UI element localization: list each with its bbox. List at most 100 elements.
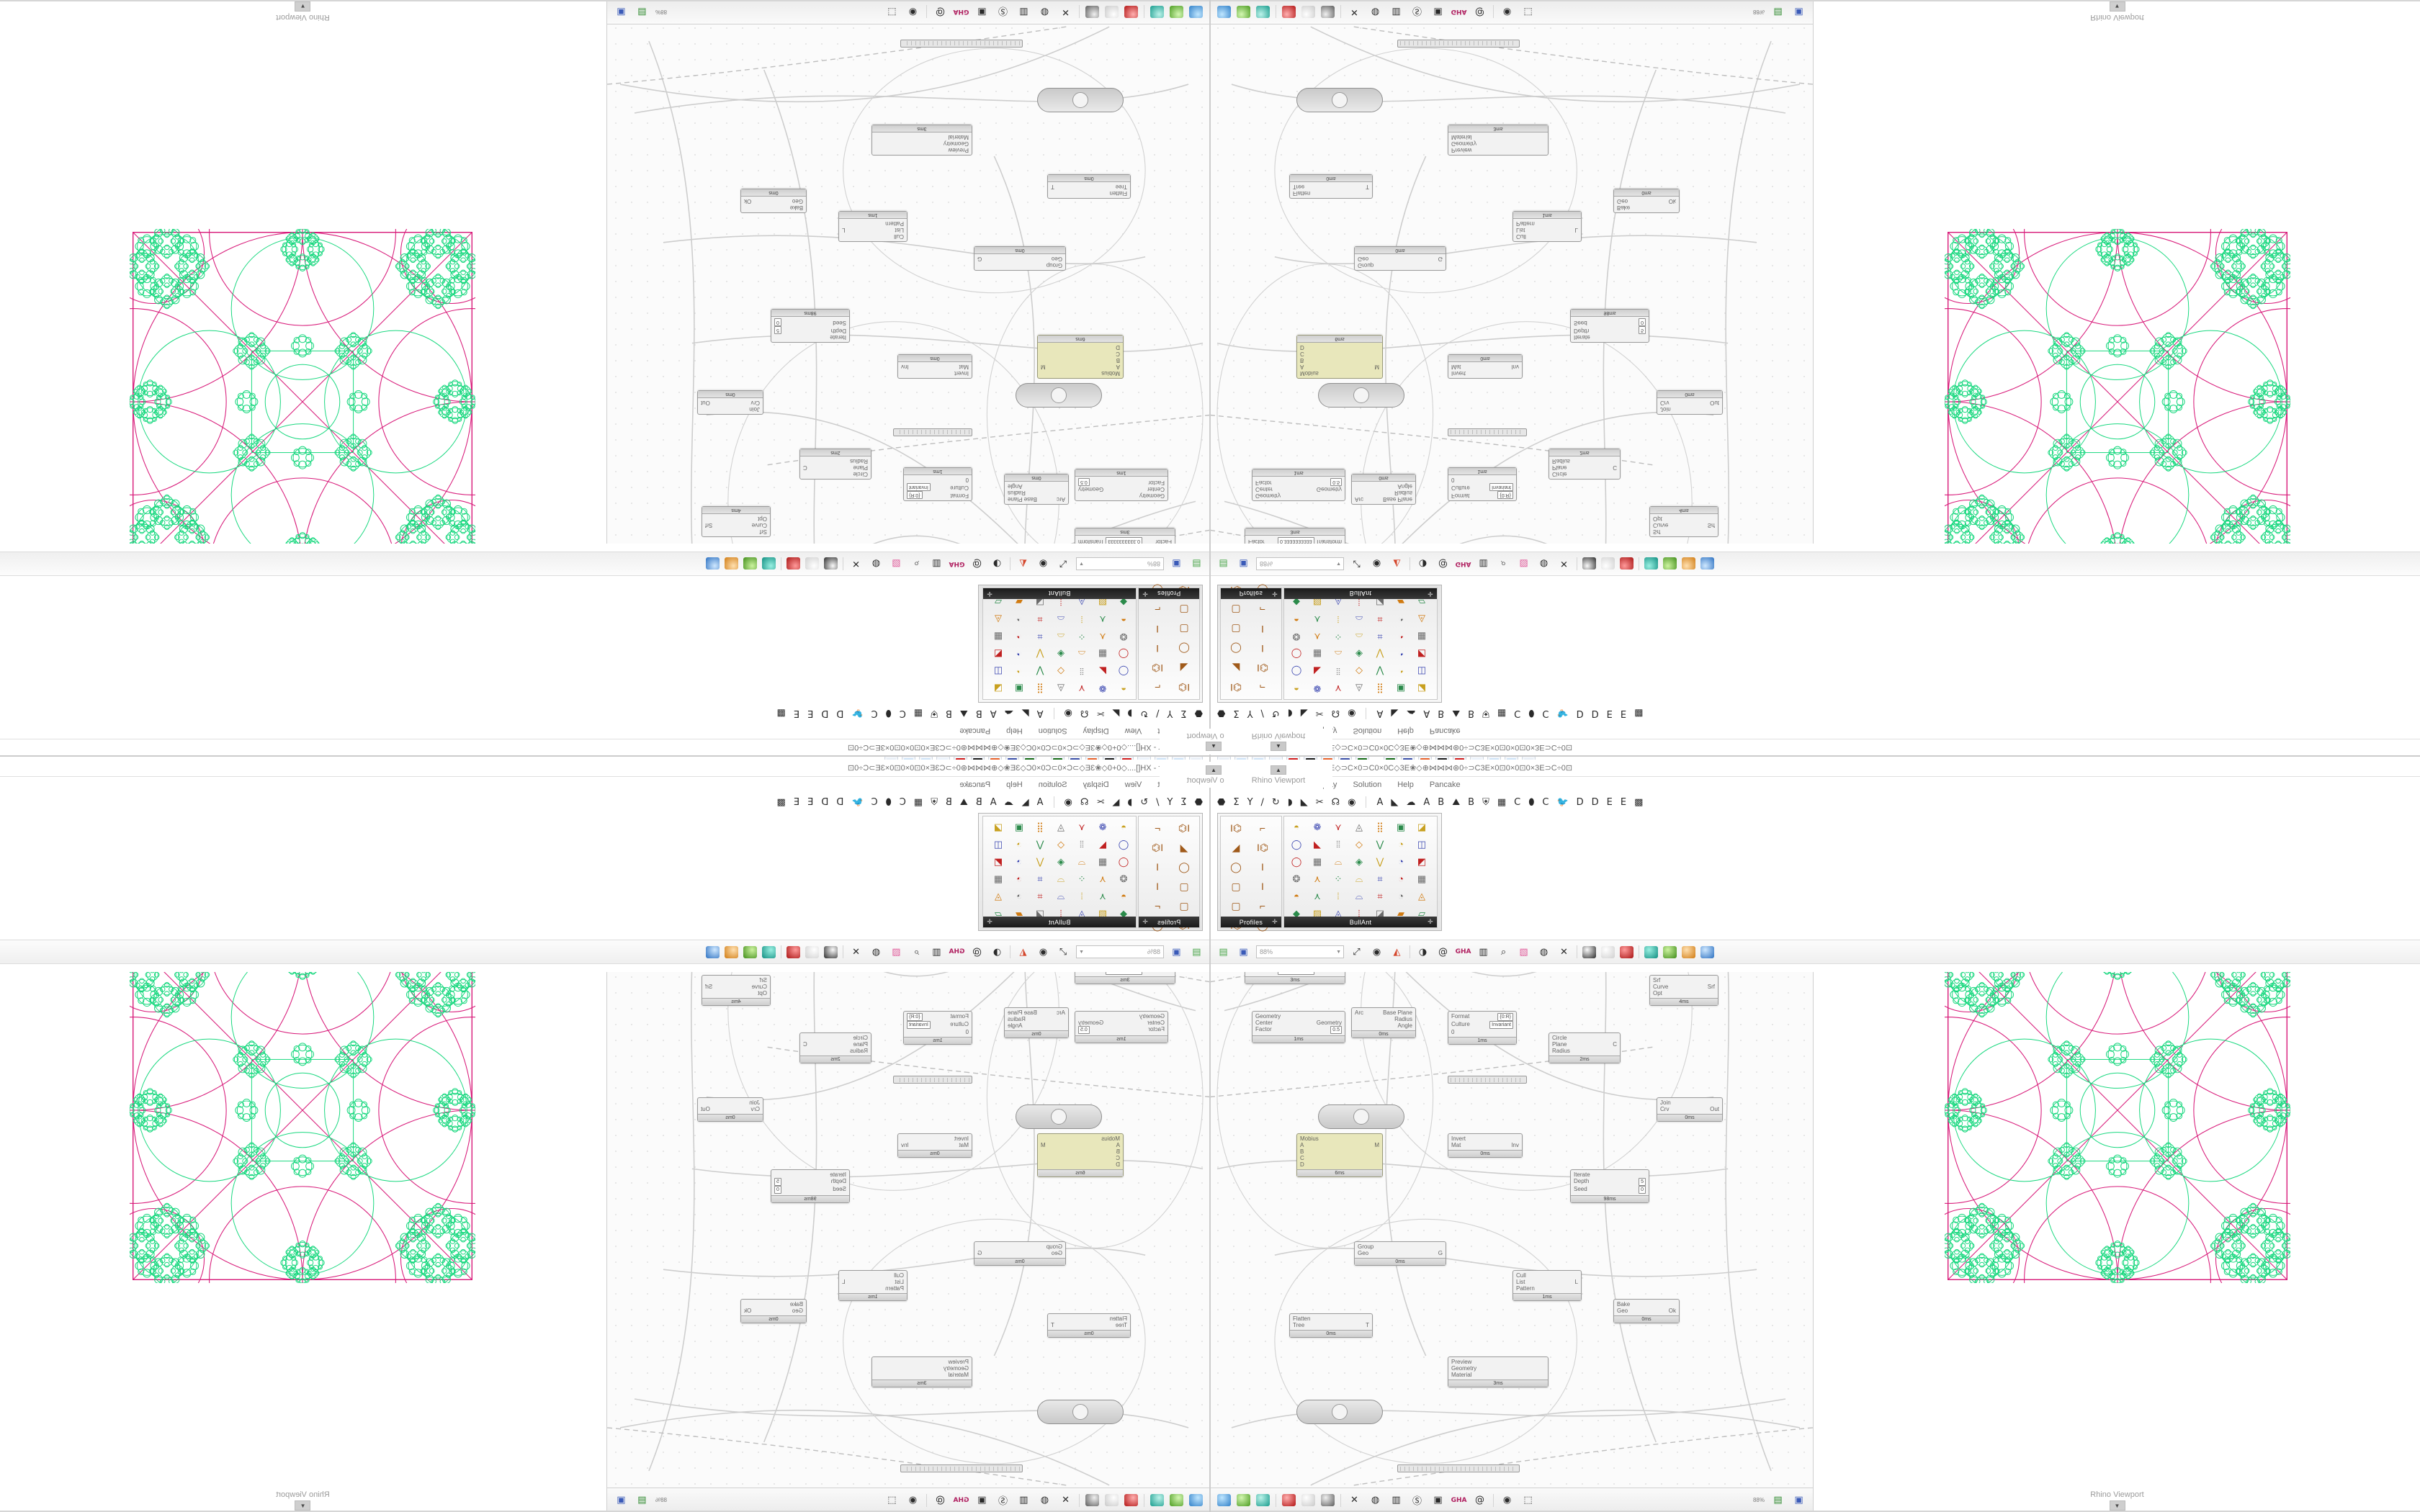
- new-file-icon[interactable]: ▤: [1192, 558, 1201, 570]
- gh-component-row[interactable]: D: [1300, 344, 1304, 351]
- palette-item-bullant-34[interactable]: ◬: [995, 614, 1002, 626]
- tab-c-1[interactable]: C: [899, 796, 906, 808]
- gh-component-row[interactable]: C: [1300, 351, 1304, 357]
- palette-bullant-column[interactable]: ◓ ❁ ⋎ ◬ ⣿ ▣ ◪ ◯ ◣ ⦙⦙ ◇ ⋁ ◔ ◫ ◯ ▦ ⌓ ◈ ⋁ ◔ ◩ ❂ ⋏ ⁘ ⌓ ⌗ ◔ ▦ ◓ ⋏ ⦙ ⌓ ⌗ ◔ ◬ ◆ ▨ ◬ ⦙…: [1283, 588, 1438, 700]
- tab-d-1[interactable]: D: [836, 708, 844, 719]
- palette-item-bullant-18[interactable]: ⋁: [1036, 855, 1044, 867]
- weave-icon[interactable]: ✕: [852, 558, 860, 570]
- gh-component-row[interactable]: Factor 0.5: [1078, 478, 1165, 486]
- shade-icon-grey[interactable]: [1321, 6, 1335, 18]
- new-file-icon[interactable]: ▤: [1219, 558, 1228, 570]
- gh-component-row[interactable]: Depth 5: [774, 1178, 846, 1186]
- viewport-dropdown-arrow[interactable]: ▲: [1270, 742, 1286, 752]
- palette-item-bullant-9[interactable]: ⦙⦙: [1336, 838, 1340, 850]
- palette-item-profiles-3[interactable]: I⌬: [1256, 841, 1269, 853]
- surface-drop-icon[interactable]: ◗: [1127, 796, 1133, 808]
- gh-component-row[interactable]: Factor 0.5: [1255, 478, 1342, 486]
- gh-component-row[interactable]: Tree T: [1293, 184, 1369, 190]
- palette-item-profiles-6[interactable]: ▢: [1179, 624, 1189, 636]
- viewport-dropdown-arrow[interactable]: ▲: [1270, 765, 1286, 775]
- palette-item-bullant-15[interactable]: ▦: [1098, 855, 1108, 867]
- vector-line-icon[interactable]: ∕: [1156, 796, 1160, 808]
- gha-icon[interactable]: GHA: [953, 1496, 969, 1504]
- palette-item-profiles-1[interactable]: ⌐: [1259, 682, 1266, 693]
- tab-shield-icon[interactable]: ⛨: [931, 708, 938, 719]
- gh-component[interactable]: Flatten Tree T 0ms: [1289, 174, 1373, 199]
- pipe-icon[interactable]: ◑: [1418, 946, 1428, 958]
- menu-item-solution[interactable]: Solution: [1353, 726, 1382, 735]
- number-slider-c[interactable]: [900, 1464, 1023, 1472]
- palette-item-bullant-5[interactable]: ▣: [1396, 683, 1406, 695]
- palette-expand-icon[interactable]: ✛: [1142, 918, 1148, 925]
- shade-icon-white[interactable]: [1601, 945, 1615, 958]
- palette-item-bullant-21[interactable]: ❂: [1292, 631, 1301, 643]
- sphere-s-icon[interactable]: Ⓢ: [1412, 1496, 1422, 1507]
- eye-display-icon[interactable]: ◉: [1039, 946, 1048, 958]
- display-eye-icon[interactable]: ◉: [1064, 708, 1072, 719]
- gh-component[interactable]: Arc Base Plane Radius Angle 0ms: [1351, 1007, 1416, 1038]
- gh-component-row[interactable]: Crv Out: [1660, 1106, 1719, 1112]
- tab-leaf-icon[interactable]: ◣: [1391, 708, 1399, 719]
- params-blob-icon[interactable]: ⬣: [1217, 796, 1226, 808]
- component-palette[interactable]: I⌬⌐◢I⌬◯I▢I▢⌐I⌬◯▫ Profiles ✛ ◓❁⋎◬⣿▣◪◯◣⦙⦙◇…: [1217, 565, 1442, 703]
- gh-component-row[interactable]: Mat Inv: [901, 1142, 969, 1148]
- gh-component[interactable]: Mobius A M B C D 6ms: [1296, 335, 1383, 379]
- palette-item-bullant-23[interactable]: ⁘: [1077, 873, 1086, 884]
- gh-component-row[interactable]: Culture Invariant: [1451, 483, 1513, 491]
- gh-component[interactable]: Iterate Depth 5 Seed 0 98ms: [1570, 1169, 1649, 1203]
- palette-item-bullant-4[interactable]: ⣿: [1376, 683, 1384, 695]
- params-blob-icon[interactable]: ⬣: [1194, 796, 1203, 808]
- eye-icon[interactable]: ◉: [908, 6, 918, 17]
- gh-component-row[interactable]: List L: [1516, 227, 1578, 233]
- gh-component[interactable]: Flatten Tree T 0ms: [1047, 1313, 1131, 1338]
- palette-item-bullant-31[interactable]: ⌓: [1355, 890, 1363, 901]
- palette-item-bullant-25[interactable]: ⌗: [1377, 631, 1383, 643]
- sphere-s-icon[interactable]: Ⓢ: [998, 5, 1008, 16]
- shade-icon-white[interactable]: [1601, 557, 1615, 570]
- component-palette[interactable]: I⌬⌐◢I⌬◯I▢I▢⌐I⌬◯▫ Profiles ✛ ◓❁⋎◬⣿▣◪◯◣⦙⦙◇…: [1217, 813, 1442, 950]
- shade-icon-teal[interactable]: [1256, 6, 1270, 18]
- gh-component-row[interactable]: Opt: [1653, 516, 1662, 522]
- tab-matrix-icon[interactable]: ▩: [776, 708, 786, 719]
- palette-expand-icon-2[interactable]: ✛: [1428, 590, 1433, 598]
- palette-item-bullant-3[interactable]: ◬: [1355, 821, 1363, 832]
- palette-item-profiles-6[interactable]: ▢: [1231, 624, 1241, 636]
- palette-item-bullant-33[interactable]: ◔: [1016, 614, 1022, 625]
- gh-component-row[interactable]: 0: [1451, 1029, 1455, 1035]
- gh-component[interactable]: Group Geo G 0ms: [1354, 246, 1446, 271]
- save-blue-icon[interactable]: ▣: [1794, 6, 1803, 17]
- gh-component-row[interactable]: Pattern: [1516, 220, 1535, 227]
- viewport-dropdown-arrow[interactable]: ▼: [295, 1, 311, 12]
- weave-icon[interactable]: ✕: [1350, 1495, 1358, 1506]
- gh-component-row[interactable]: Geo G: [977, 256, 1062, 262]
- tab-e-1[interactable]: E: [1606, 708, 1613, 719]
- core-tab-group[interactable]: ⬣ Σ Y ∕ ↻ ◗ ◣ ✂ ☊ ◉: [1065, 797, 1203, 808]
- gh-component[interactable]: Invert Mat Inv 0ms: [1448, 1133, 1523, 1158]
- palette-item-bullant-29[interactable]: ⋏: [1099, 614, 1106, 626]
- canvas-bottom-toolbar[interactable]: ✕ ◍ ▥ Ⓢ ▣ GHA @ ◉ ⬚ 88% ▤ ▣: [1210, 0, 1814, 24]
- gh-component-row[interactable]: List L: [1516, 1279, 1578, 1285]
- chevron-down-icon[interactable]: ▼: [1336, 561, 1341, 567]
- search-icon[interactable]: ⌕: [913, 558, 920, 570]
- palette-item-profiles-4[interactable]: ◯: [1178, 860, 1190, 873]
- gh-component-row[interactable]: Angle: [1008, 483, 1023, 490]
- grasshopper-menubar[interactable]: FileEditViewDisplaySolutionHelpPancake: [1210, 723, 2420, 739]
- palette-tab-bullant[interactable]: BullAnt ✛: [1284, 917, 1437, 927]
- tab-bird-icon[interactable]: 🐦: [851, 708, 864, 719]
- palette-item-bullant-24[interactable]: ⌓: [1057, 873, 1065, 884]
- tab-a-2[interactable]: A: [990, 708, 997, 719]
- gh-component-row[interactable]: Pattern: [885, 1285, 904, 1292]
- gh-component-row[interactable]: C: [1116, 1155, 1120, 1161]
- palette-item-bullant-15[interactable]: ▦: [1098, 649, 1108, 660]
- palette-item-bullant-22[interactable]: ⋏: [1314, 631, 1321, 643]
- search-icon[interactable]: ⌕: [1500, 946, 1507, 958]
- palette-item-bullant-19[interactable]: ◔: [1398, 649, 1404, 660]
- tab-shield-icon[interactable]: ⛨: [931, 796, 938, 808]
- shade-icon-green[interactable]: [1237, 1494, 1250, 1506]
- palette-item-bullant-0[interactable]: ◓: [1121, 822, 1126, 832]
- notes-icon[interactable]: ▥: [932, 558, 941, 570]
- tab-a-1[interactable]: A: [1036, 708, 1044, 719]
- rhino-viewport[interactable]: Rhino Viewport ▼: [0, 795, 606, 1512]
- menu-item-view[interactable]: View: [1124, 780, 1142, 789]
- gh-component[interactable]: Flatten Tree T 0ms: [1289, 1313, 1373, 1338]
